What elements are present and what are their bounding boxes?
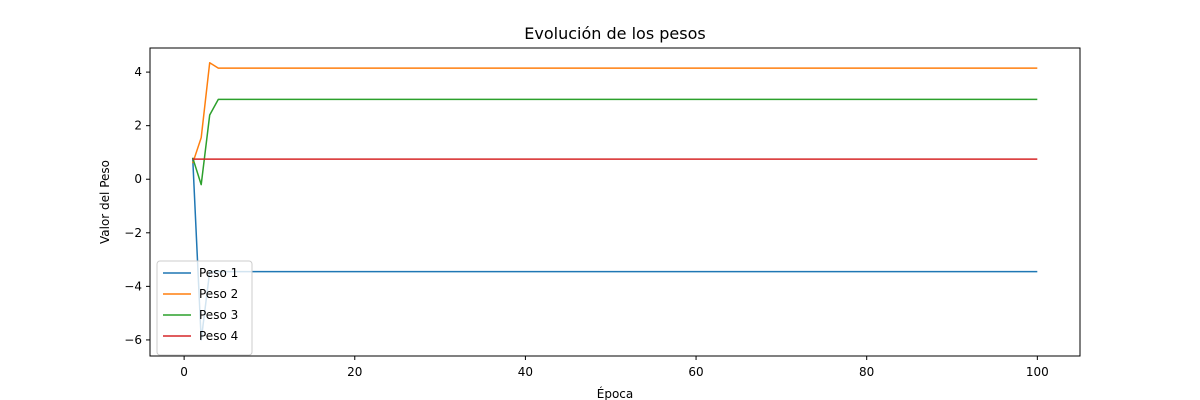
y-axis-title: Valor del Peso (98, 160, 112, 244)
x-tick-label: 80 (859, 365, 874, 379)
x-axis-title: Época (597, 386, 634, 400)
y-tick-label: 0 (134, 172, 142, 186)
series-line-peso-3 (191, 98, 1038, 186)
legend-label: Peso 1 (199, 266, 238, 280)
y-tick-label: −2 (124, 226, 142, 240)
chart-title: Evolución de los pesos (524, 24, 705, 43)
legend-label: Peso 4 (199, 329, 238, 343)
legend-label: Peso 3 (199, 308, 238, 322)
y-tick-label: 2 (134, 119, 142, 133)
x-axis: 0 20 40 60 80 100 (180, 356, 1049, 379)
x-tick-label: 20 (347, 365, 362, 379)
x-tick-label: 60 (688, 365, 703, 379)
x-tick-label: 100 (1026, 365, 1049, 379)
y-axis: −6 −4 −2 0 2 4 (124, 65, 150, 347)
plot-frame (149, 47, 1081, 357)
y-tick-label: 4 (134, 65, 142, 79)
legend-box (156, 260, 253, 356)
series-line-peso-2 (191, 61, 1038, 164)
x-tick-label: 0 (180, 365, 188, 379)
legend: Peso 1 Peso 2 Peso 3 Peso 4 (156, 260, 253, 356)
series-layer (191, 61, 1038, 341)
y-tick-label: −6 (124, 333, 142, 347)
y-tick-label: −4 (124, 279, 142, 293)
x-tick-label: 40 (518, 365, 533, 379)
legend-label: Peso 2 (199, 287, 238, 301)
